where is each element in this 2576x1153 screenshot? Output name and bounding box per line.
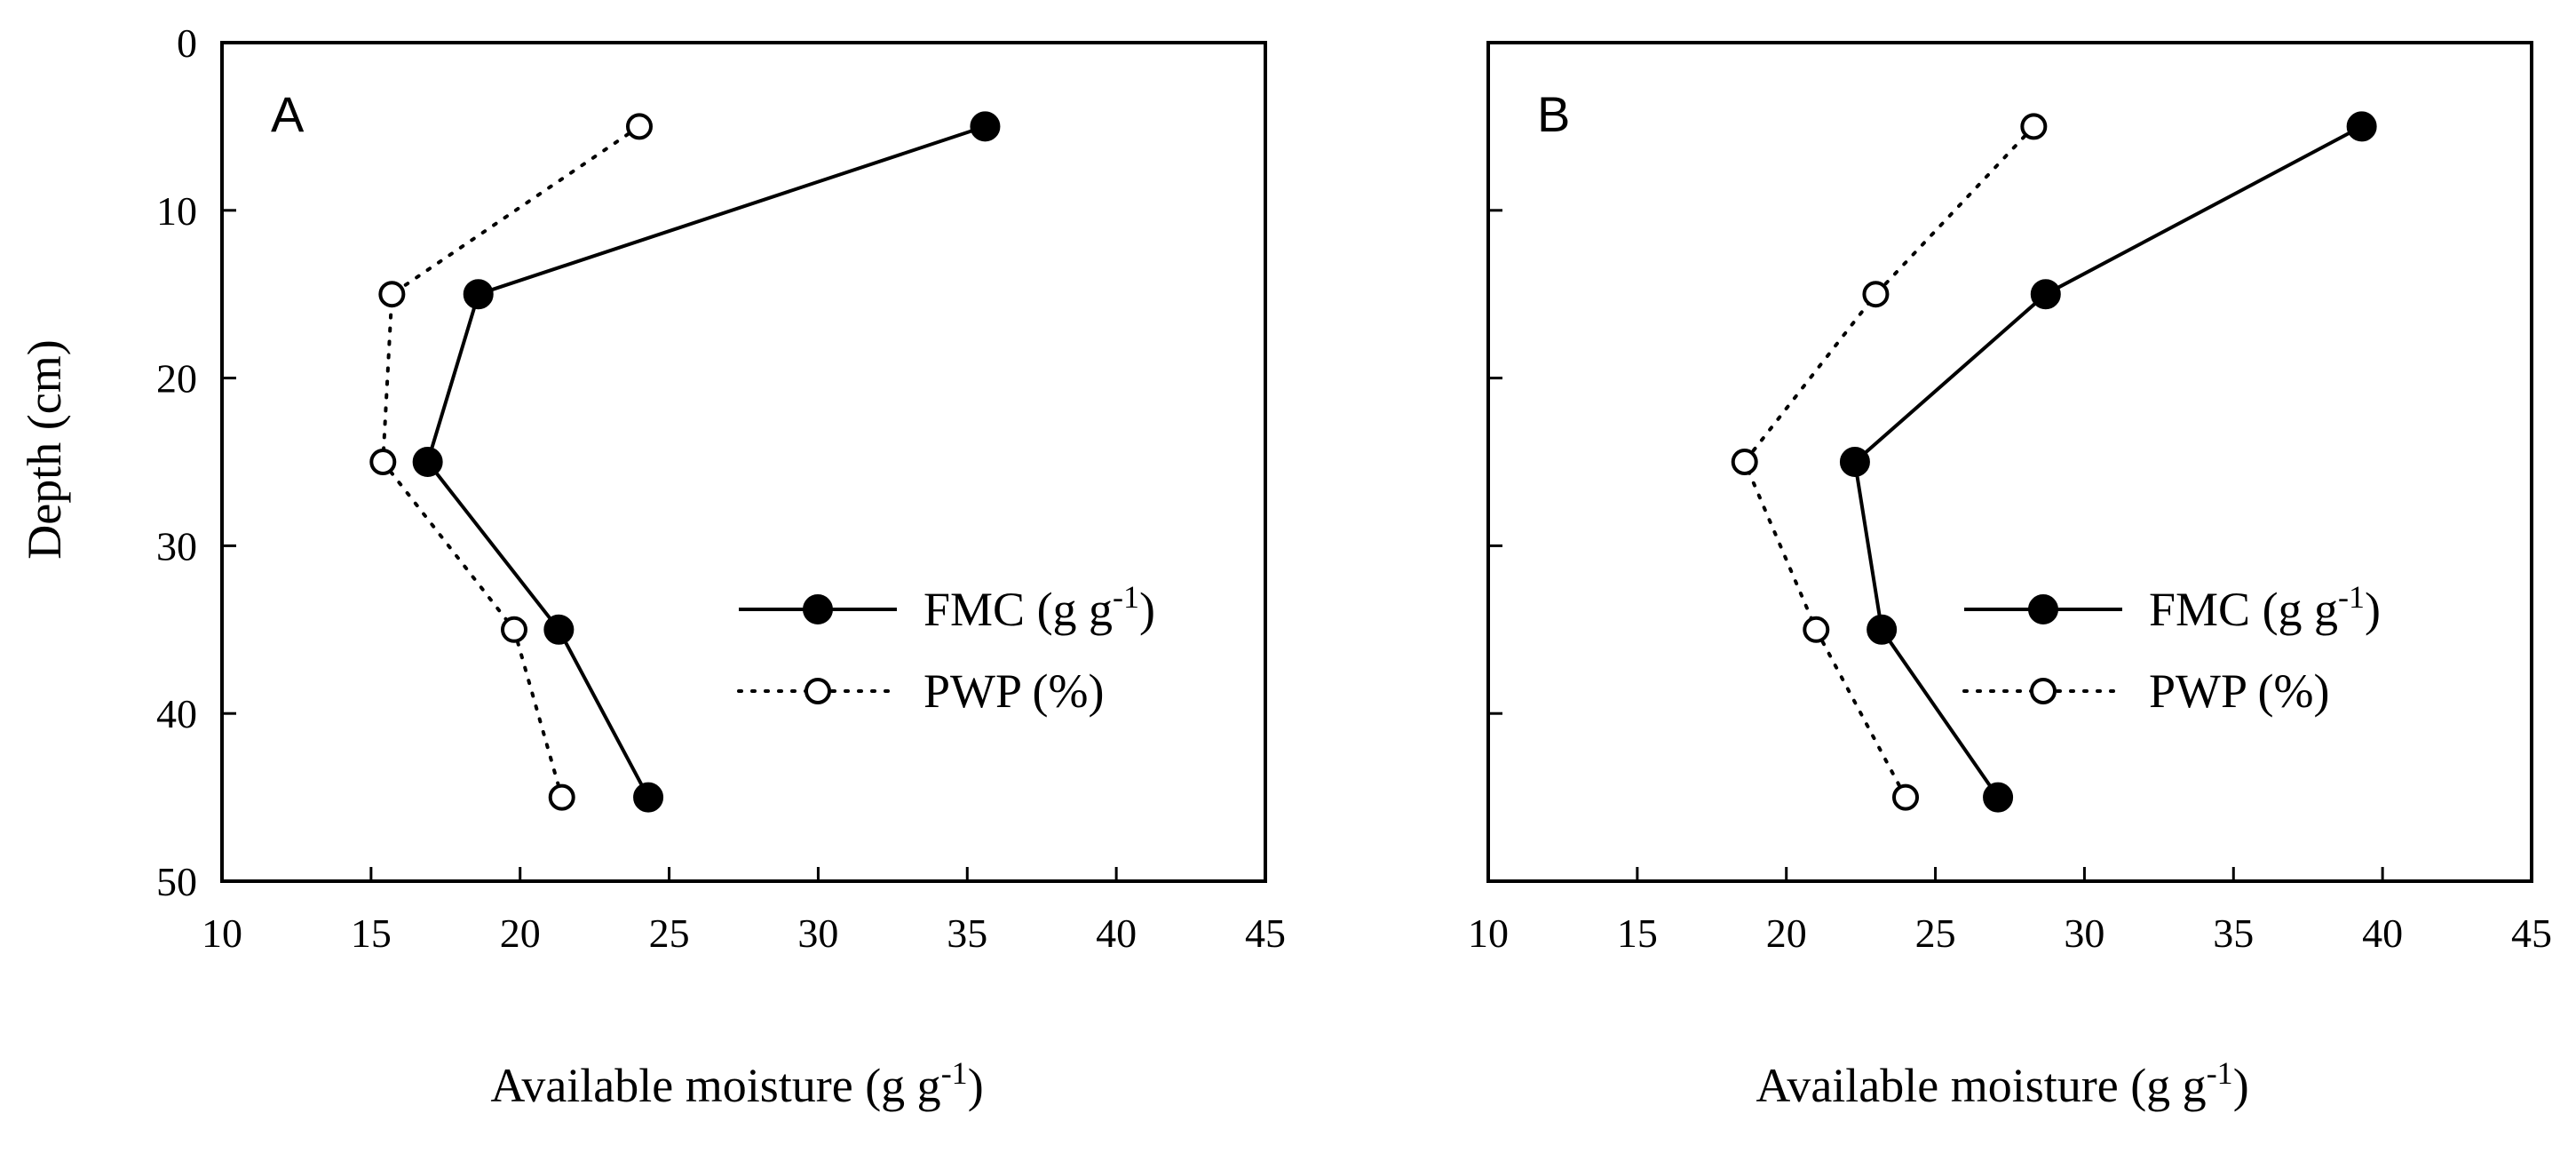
x-tick-label: 15 bbox=[1617, 910, 1658, 956]
legend-label: FMC (g g-1) bbox=[923, 579, 1155, 636]
panel-label: A bbox=[271, 86, 305, 142]
data-point-fmc bbox=[1867, 614, 1898, 645]
x-tick-label: 45 bbox=[1245, 910, 1286, 956]
y-tick-label: 20 bbox=[156, 356, 197, 402]
data-point-fmc bbox=[633, 782, 664, 813]
legend-marker bbox=[2030, 678, 2057, 704]
data-point-fmc bbox=[1983, 782, 2014, 813]
x-tick-label: 35 bbox=[947, 910, 987, 956]
y-tick-label: 30 bbox=[156, 523, 197, 569]
data-point-pwp bbox=[1803, 616, 1830, 643]
legend-label: FMC (g g-1) bbox=[2149, 579, 2381, 636]
panel-a: Depth (cm) Available moisture (g g-1) 10… bbox=[18, 20, 1286, 1112]
legend-marker bbox=[2028, 594, 2058, 624]
series-line-fmc bbox=[425, 124, 987, 799]
data-point-fmc bbox=[543, 614, 575, 645]
data-point-pwp bbox=[548, 783, 575, 811]
data-point-pwp bbox=[1731, 449, 1758, 475]
legend-marker bbox=[805, 678, 831, 704]
data-point-pwp bbox=[1892, 783, 1919, 811]
y-tick-label: 10 bbox=[156, 188, 197, 234]
x-tick-label: 20 bbox=[1766, 910, 1807, 956]
x-tick-label: 35 bbox=[2213, 910, 2254, 956]
legend-label: PWP (%) bbox=[2149, 664, 2329, 718]
panel-b: Available moisture (g g-1) 10 15 20 25 30 35 4… bbox=[1468, 41, 2552, 1112]
panel-label: B bbox=[1537, 86, 1570, 142]
plot-frame bbox=[220, 41, 1267, 883]
x-axis-title: Available moisture (g g-1) bbox=[490, 1055, 983, 1112]
data-point-pwp bbox=[378, 281, 406, 308]
x-tick-label: 40 bbox=[2362, 910, 2403, 956]
x-tick-label: 10 bbox=[202, 910, 242, 956]
data-point-fmc bbox=[2030, 279, 2061, 310]
x-tick-label: 25 bbox=[649, 910, 690, 956]
y-tick-label: 40 bbox=[156, 691, 197, 736]
data-point-pwp bbox=[1862, 281, 1890, 308]
legend-label: PWP (%) bbox=[923, 664, 1104, 718]
y-tick-label: 50 bbox=[156, 859, 197, 904]
x-tick-label: 45 bbox=[2511, 910, 2552, 956]
x-tick-label: 30 bbox=[797, 910, 838, 956]
series-line-pwp bbox=[1742, 124, 2036, 799]
x-axis-title: Available moisture (g g-1) bbox=[1756, 1055, 2248, 1112]
legend-marker bbox=[803, 594, 833, 624]
y-tick-label: 0 bbox=[177, 20, 197, 66]
data-point-fmc bbox=[970, 111, 1001, 142]
y-axis-title: Depth (cm) bbox=[18, 339, 71, 559]
x-tick-label: 20 bbox=[500, 910, 541, 956]
x-tick-label: 10 bbox=[1468, 910, 1509, 956]
x-tick-label: 40 bbox=[1096, 910, 1137, 956]
data-point-pwp bbox=[626, 113, 653, 140]
data-point-fmc bbox=[463, 279, 494, 310]
data-point-pwp bbox=[369, 449, 397, 475]
x-tick-label: 15 bbox=[351, 910, 392, 956]
plot-frame bbox=[1486, 41, 2533, 883]
x-tick-label: 25 bbox=[1915, 910, 1956, 956]
x-tick-label: 30 bbox=[2064, 910, 2104, 956]
data-point-fmc bbox=[412, 447, 443, 477]
data-point-fmc bbox=[1839, 447, 1870, 477]
data-point-pwp bbox=[2020, 113, 2048, 140]
data-point-fmc bbox=[2346, 111, 2377, 142]
data-point-pwp bbox=[501, 616, 527, 643]
